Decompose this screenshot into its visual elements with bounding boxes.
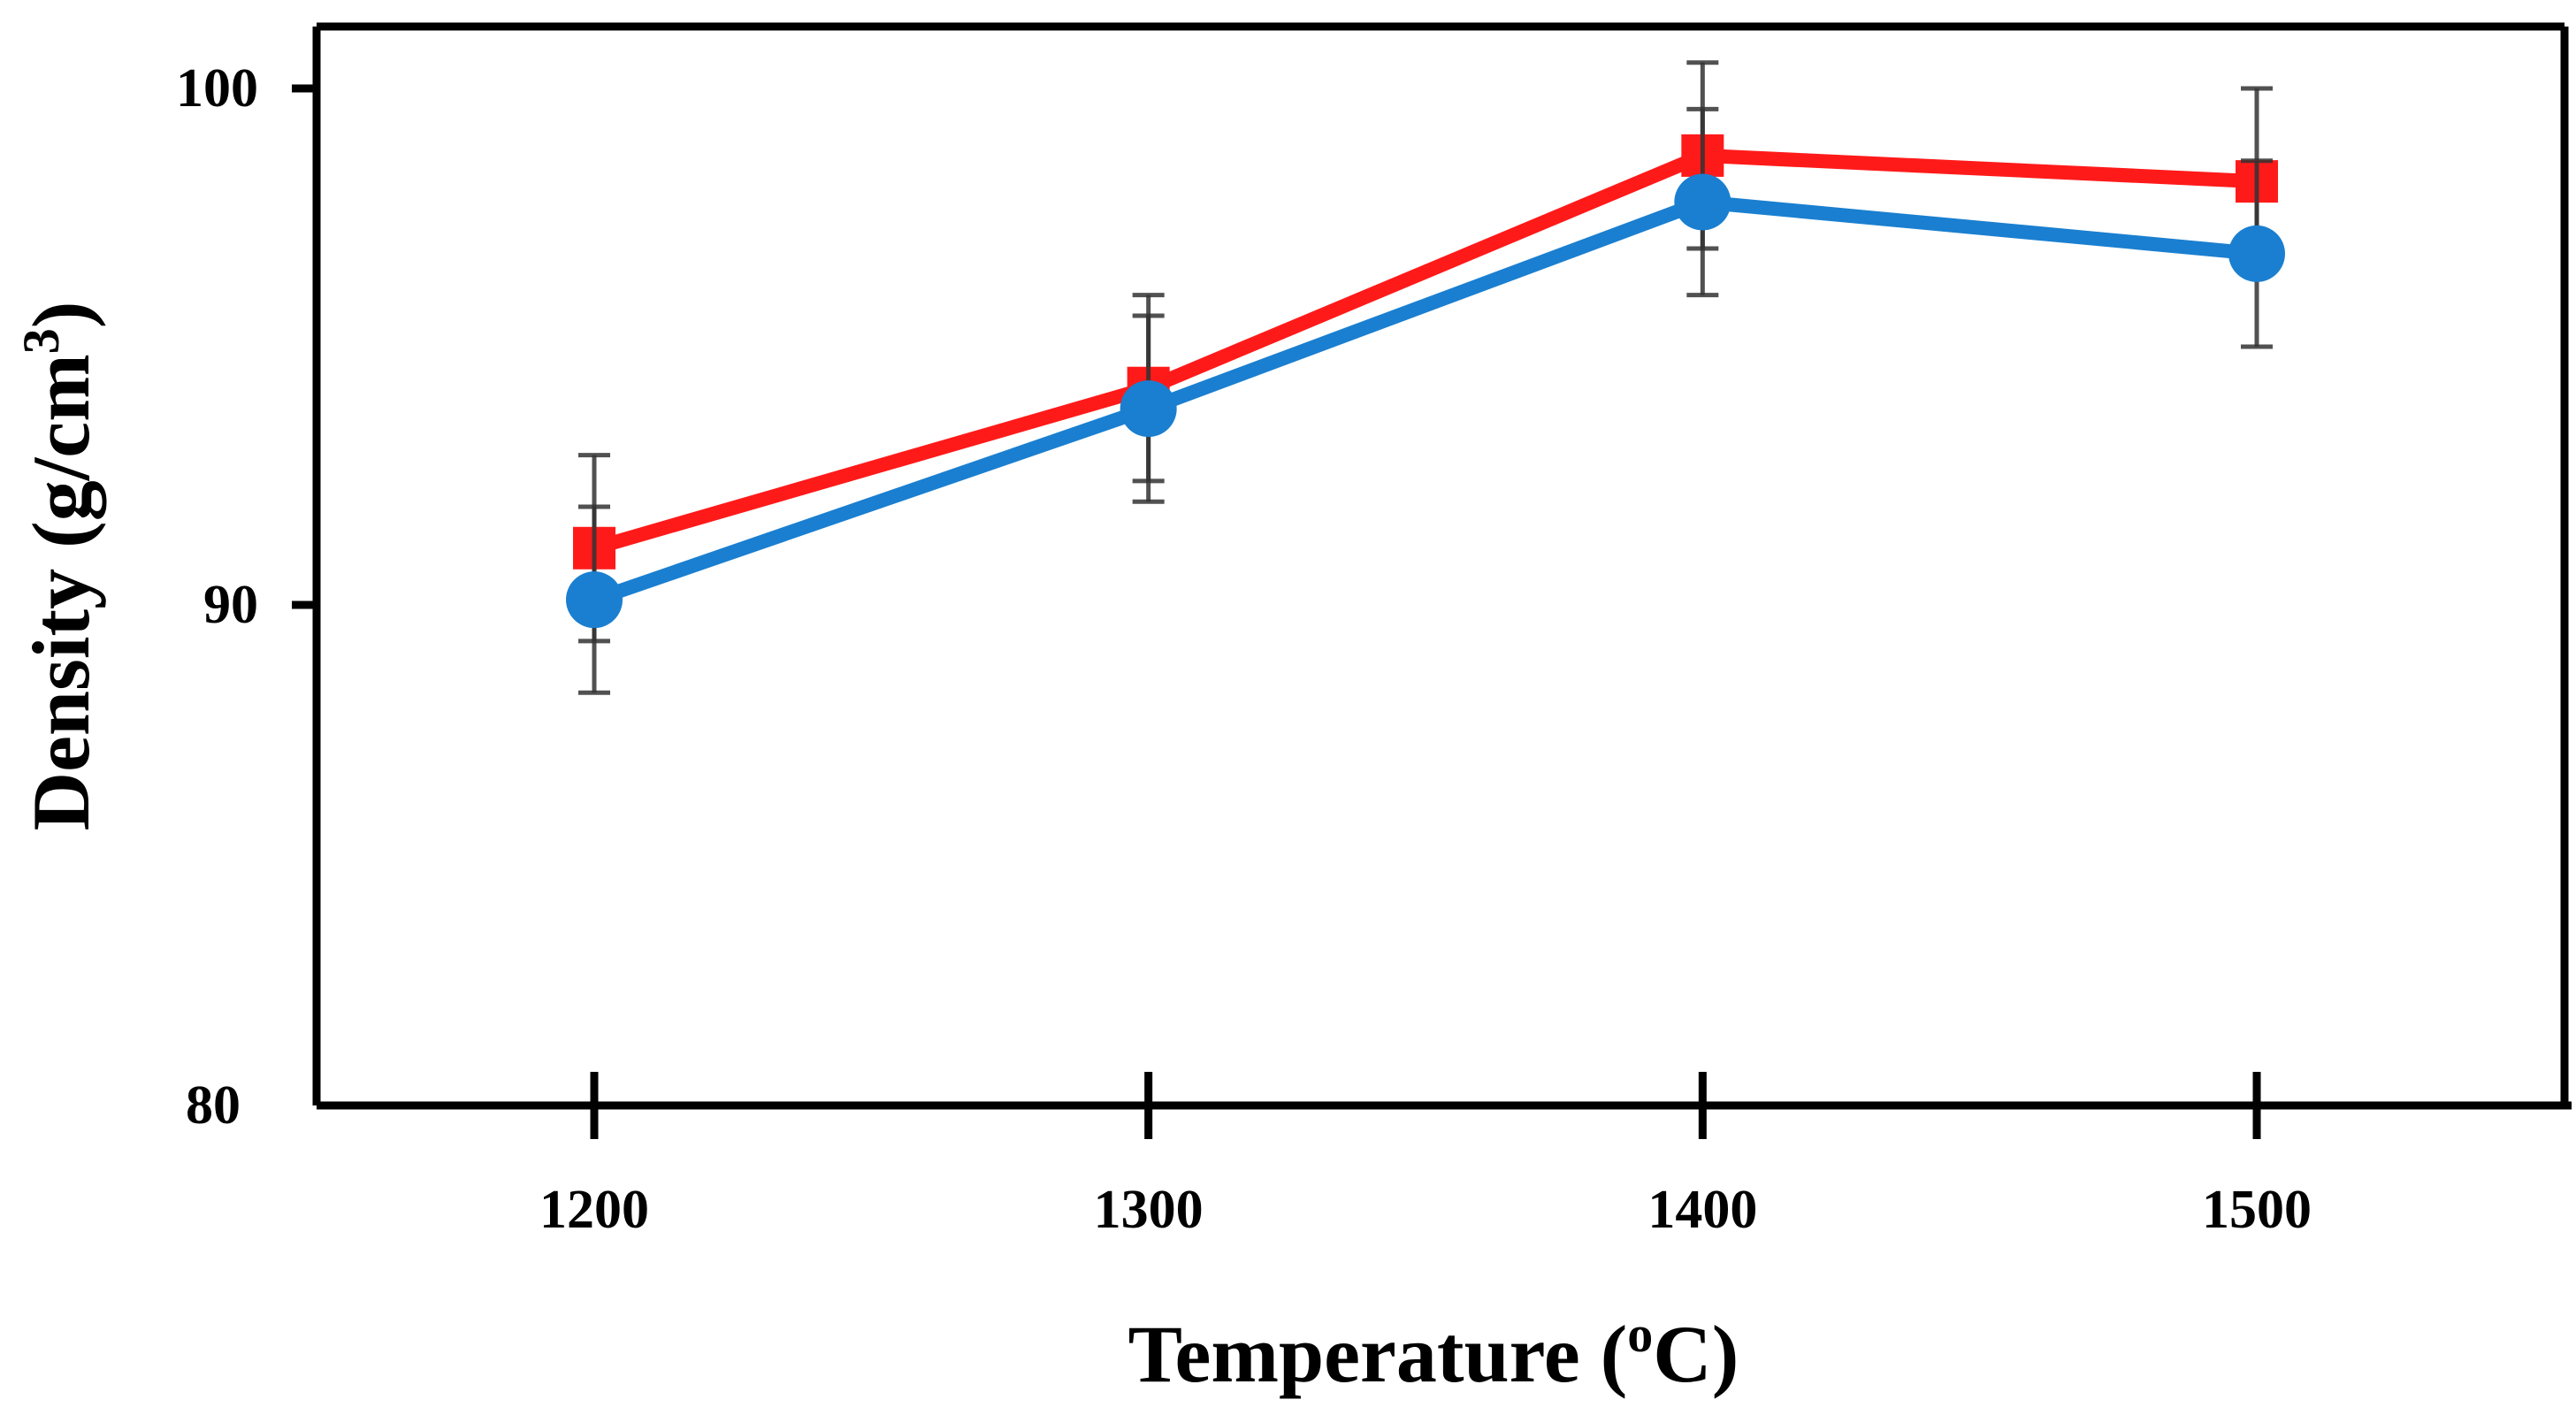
plot-frame	[312, 22, 2572, 1110]
y-tick-label: 90	[203, 575, 258, 635]
y-axis-title-tail: )	[16, 302, 106, 329]
y-axis-ticks: 80 90 100	[176, 58, 317, 1136]
x-axis-ticks: 1200 1300 1400 1500	[539, 1072, 2312, 1240]
blue-series-point	[2228, 225, 2285, 282]
blue-series-point	[1674, 173, 1731, 231]
y-axis-title: Density (g/cm3)	[12, 302, 106, 831]
x-axis-title-tail: C)	[1653, 1309, 1739, 1399]
x-axis-title: Temperature (oC)	[1128, 1305, 1739, 1399]
x-tick-label: 1200	[539, 1180, 649, 1240]
y-axis-title-superscript: 3	[12, 328, 70, 354]
x-tick-label: 1300	[1094, 1180, 1204, 1240]
blue-series-point	[566, 571, 623, 629]
y-tick-label: 100	[176, 58, 258, 119]
blue-series	[566, 106, 2285, 695]
blue-series-line	[592, 195, 2258, 607]
blue-series-point	[1120, 380, 1177, 438]
red-series	[573, 60, 2278, 644]
x-axis-title-superscript: o	[1627, 1305, 1653, 1363]
x-tick-label: 1400	[1647, 1180, 1757, 1240]
series-layer	[566, 60, 2285, 695]
x-tick-label: 1500	[2202, 1180, 2312, 1240]
y-tick-label: 80	[186, 1075, 241, 1136]
red-series-line	[592, 148, 2258, 555]
